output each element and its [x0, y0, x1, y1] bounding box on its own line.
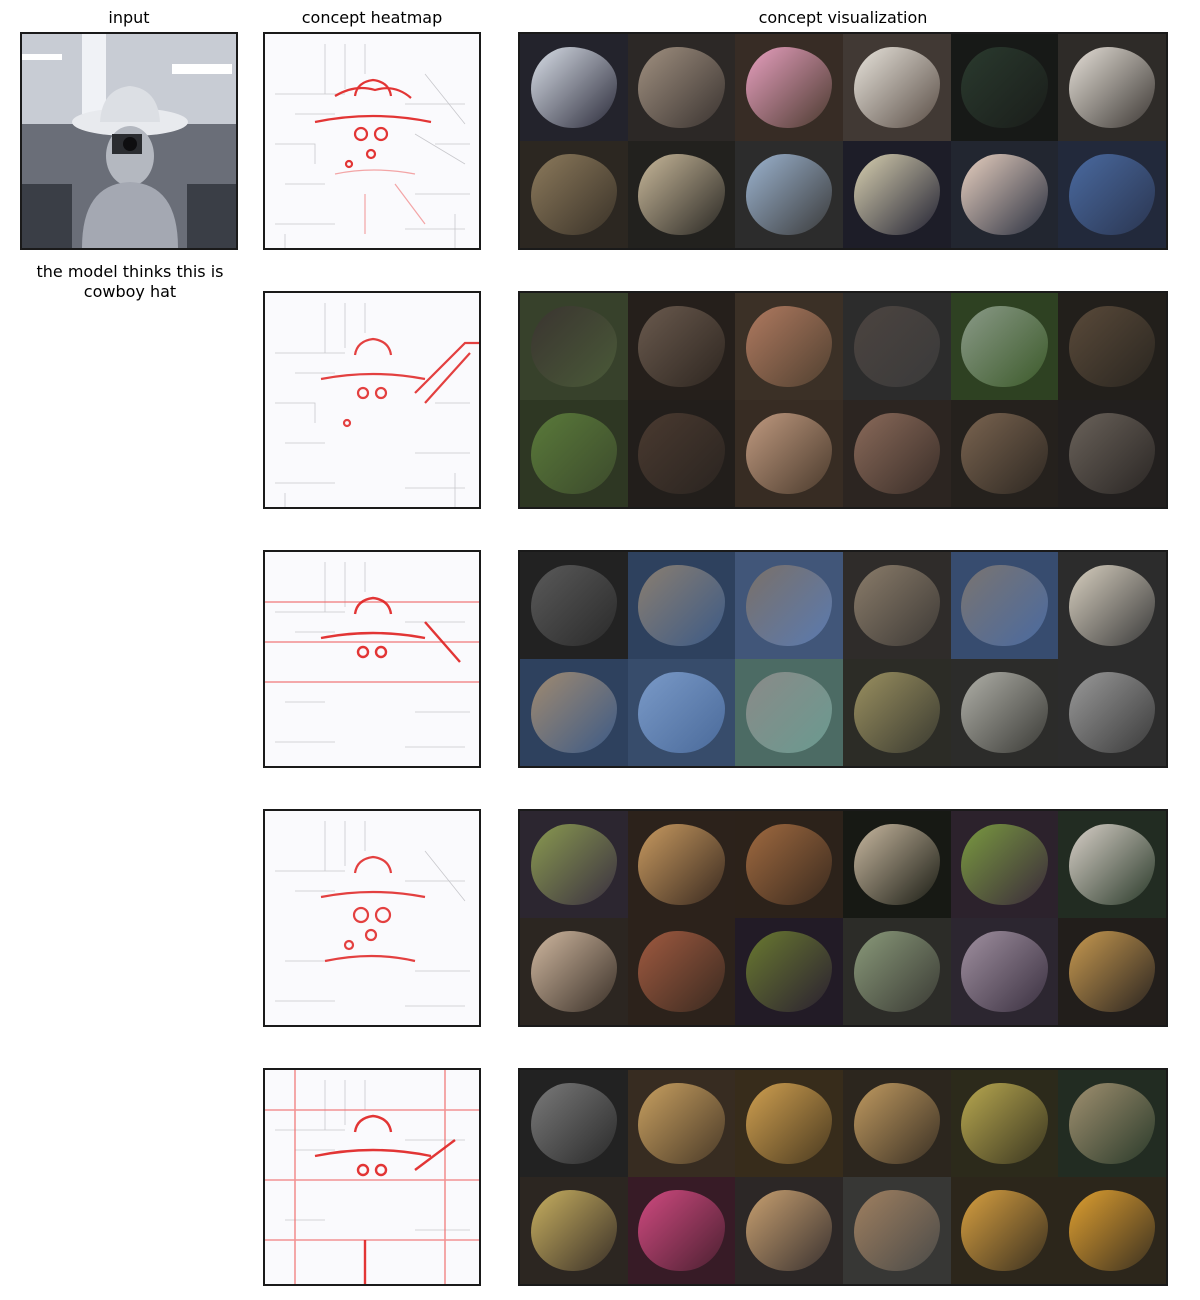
concept-visualization-grid — [518, 1068, 1168, 1286]
buffalo-face-patch — [843, 293, 951, 400]
glasses-patch — [628, 34, 736, 141]
artichoke-patch — [520, 811, 628, 918]
broom-base-patch — [843, 1177, 951, 1284]
broom-head-patch — [843, 1070, 951, 1177]
bib-patch — [735, 34, 843, 141]
goggles-patch — [1058, 141, 1166, 248]
heatmap-drawing — [265, 552, 479, 766]
pretzel-patch — [1058, 918, 1166, 1025]
artichoke-flower-patch — [951, 918, 1059, 1025]
broom-straw-patch — [735, 1070, 843, 1177]
dome-close-patch — [843, 552, 951, 659]
mushrooms-patch — [628, 811, 736, 918]
buffalo-closeup-patch — [628, 400, 736, 507]
woman-with-camera-photo — [22, 34, 236, 248]
heatmap-panel — [263, 1068, 481, 1286]
buffalo-patch — [520, 293, 628, 400]
prediction-caption: the model thinks this is cowboy hat — [10, 262, 250, 302]
heatmap-drawing — [265, 34, 479, 248]
heatmap-column-title: concept heatmap — [262, 8, 482, 27]
dome-perforated-patch — [520, 552, 628, 659]
dome-mesh-patch — [735, 659, 843, 766]
input-image — [20, 32, 238, 250]
dome-front-patch — [520, 659, 628, 766]
concept-visualization-grid — [518, 809, 1168, 1027]
basket-patch — [951, 1177, 1059, 1284]
concept-visualization-grid — [518, 291, 1168, 509]
broom-woven-patch — [735, 1177, 843, 1284]
hat-dark-patch — [951, 34, 1059, 141]
horn-statue-patch — [951, 293, 1059, 400]
cap-patch — [843, 141, 951, 248]
figs-patch — [735, 811, 843, 918]
boots-patch — [628, 141, 736, 248]
heatmap-panel — [263, 32, 481, 250]
woven-basket-patch — [1058, 1177, 1166, 1284]
visualization-column-title: concept visualization — [518, 8, 1168, 27]
straw-hat-woman-patch — [735, 293, 843, 400]
dome-white-patch — [1058, 552, 1166, 659]
shoe-patch — [520, 34, 628, 141]
buffalo-herd-patch — [1058, 293, 1166, 400]
heatmap-drawing — [265, 293, 479, 507]
artichoke-purple-patch — [735, 918, 843, 1025]
horn-patch — [628, 293, 736, 400]
horn-spiral-patch — [1058, 400, 1166, 507]
dome-green-patch — [843, 659, 951, 766]
sunglasses-child-patch — [951, 141, 1059, 248]
glass-dome-patch — [628, 659, 736, 766]
input-column-title: input — [20, 8, 238, 27]
artichoke-white-patch — [843, 918, 951, 1025]
elephant-eye-patch — [843, 400, 951, 507]
straw-lines-patch — [628, 1070, 736, 1177]
heatmap-panel — [263, 291, 481, 509]
dome-windows-2-patch — [951, 659, 1059, 766]
dome-building-patch — [628, 552, 736, 659]
dome-sky-patch — [735, 552, 843, 659]
pink-broom-patch — [628, 1177, 736, 1284]
cowboy-hat-patch — [843, 34, 951, 141]
heatmap-drawing — [265, 811, 479, 1025]
buffalo-field-patch — [520, 400, 628, 507]
heatmap-panel — [263, 550, 481, 768]
heatmap-drawing — [265, 1070, 479, 1284]
concept-visualization-grid — [518, 32, 1168, 250]
dome-windows-patch — [951, 552, 1059, 659]
straw-mat-patch — [951, 1070, 1059, 1177]
horn-curve-patch — [951, 400, 1059, 507]
dome-dots-patch — [1058, 659, 1166, 766]
texture-patch — [520, 141, 628, 248]
fiber-patch — [520, 1070, 628, 1177]
heatmap-panel — [263, 809, 481, 1027]
colorful-broom-patch — [520, 1177, 628, 1284]
baby-patch — [735, 141, 843, 248]
fig-halves-patch — [628, 918, 736, 1025]
mushroom-cluster-patch — [520, 918, 628, 1025]
artichoke-bloom-patch — [951, 811, 1059, 918]
concept-visualization-grid — [518, 550, 1168, 768]
mushroom-grass-patch — [1058, 811, 1166, 918]
mushroom-stalk-patch — [843, 811, 951, 918]
cowboy-couple-patch — [735, 400, 843, 507]
teapot-patch — [1058, 34, 1166, 141]
broom-field-patch — [1058, 1070, 1166, 1177]
